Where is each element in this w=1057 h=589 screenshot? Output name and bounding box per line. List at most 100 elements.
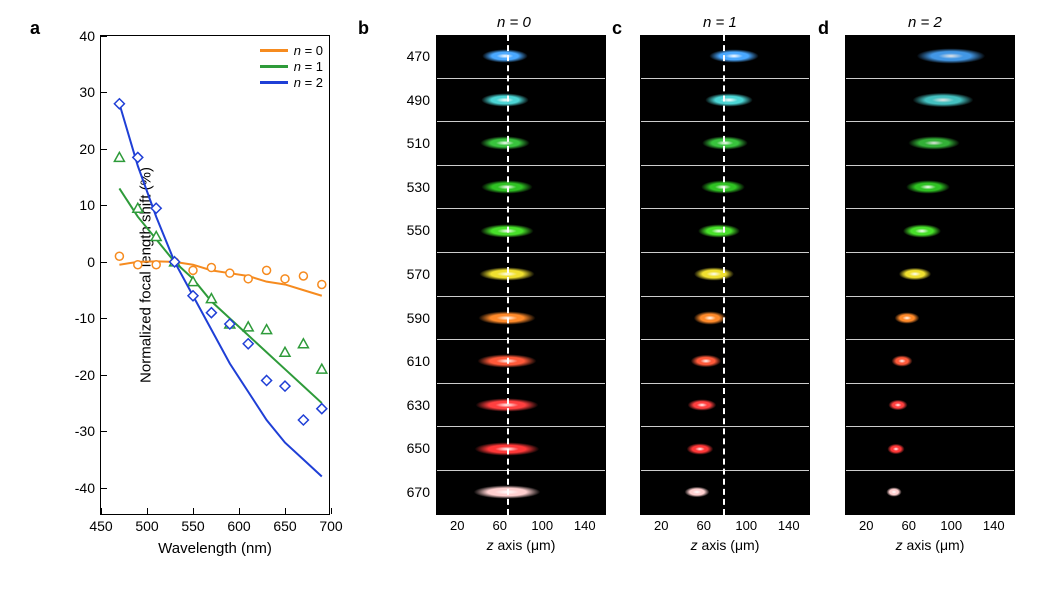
series-marker [133, 203, 143, 212]
ytick: -20 [75, 367, 95, 383]
heatmap-strip [640, 122, 810, 166]
series-marker [243, 339, 253, 349]
heatmap-strip [845, 209, 1015, 253]
focal-spot [697, 224, 741, 238]
series-marker [299, 272, 307, 280]
heatmap-strip [845, 340, 1015, 384]
heatmap-strip [640, 79, 810, 123]
series-marker [207, 264, 215, 272]
wavelength-label: 630 [390, 397, 430, 413]
wavelength-label: 530 [390, 179, 430, 195]
heatmap-strip [436, 340, 606, 384]
series-marker [262, 325, 272, 334]
chart-legend: n = 0n = 1n = 2 [260, 42, 323, 91]
series-line [119, 261, 321, 295]
col-xtick: 20 [450, 518, 464, 533]
focal-spot [701, 136, 749, 150]
focal-spot [898, 268, 932, 281]
heatmap-strip [845, 427, 1015, 471]
heatmap-column-c: 2060100140z axis (μm) [640, 35, 810, 515]
xtick: 650 [273, 518, 296, 534]
chart-a: n = 0n = 1n = 2 -40-30-20-10010203040450… [100, 35, 330, 515]
heatmap-strip [845, 35, 1015, 79]
series-marker [298, 339, 308, 348]
series-marker [188, 291, 198, 301]
series-marker [189, 266, 197, 274]
col-xtick: 60 [697, 518, 711, 533]
heatmap-strip [640, 384, 810, 428]
panel-c-header: n = 1 [703, 14, 737, 31]
heatmap-strip [640, 209, 810, 253]
chart-xlabel: Wavelength (nm) [158, 540, 272, 557]
col-xtick: 60 [493, 518, 507, 533]
panel-b-header: n = 0 [497, 14, 531, 31]
series-marker [134, 261, 142, 269]
ytick: 30 [79, 84, 95, 100]
focal-spot [891, 355, 913, 367]
col-xtick: 100 [940, 518, 962, 533]
legend-row: n = 0 [260, 43, 323, 58]
focal-spot [911, 92, 975, 107]
xtick: 450 [89, 518, 112, 534]
wavelength-label: 550 [390, 222, 430, 238]
heatmap-strip [845, 253, 1015, 297]
panel-d-header: n = 2 [908, 14, 942, 31]
heatmap-strip [845, 79, 1015, 123]
series-line [119, 188, 321, 403]
series-marker [226, 269, 234, 277]
heatmap-strip [436, 166, 606, 210]
wavelength-label: 650 [390, 440, 430, 456]
heatmap-strip [436, 209, 606, 253]
wavelength-label: 510 [390, 135, 430, 151]
wavelength-label: 610 [390, 353, 430, 369]
series-marker [206, 308, 216, 318]
heatmap-strip [436, 253, 606, 297]
col-xlabel: z axis (μm) [691, 537, 760, 553]
focal-spot [902, 224, 942, 238]
heatmap-strip [640, 427, 810, 471]
col-xlabel: z axis (μm) [487, 537, 556, 553]
focal-spot [480, 93, 530, 107]
series-marker [298, 415, 308, 425]
col-xtick: 20 [654, 518, 668, 533]
wavelength-label: 570 [390, 266, 430, 282]
col-xtick: 140 [778, 518, 800, 533]
focal-spot [886, 487, 902, 497]
series-marker [281, 275, 289, 283]
focal-spot [894, 312, 920, 324]
ytick: -40 [75, 480, 95, 496]
panel-b-label: b [358, 18, 369, 39]
wavelength-label: 670 [390, 484, 430, 500]
col-xtick: 140 [574, 518, 596, 533]
series-marker [114, 99, 124, 109]
series-line [119, 104, 321, 477]
series-marker [280, 381, 290, 391]
series-marker [244, 275, 252, 283]
series-marker [152, 261, 160, 269]
panel-a-label: a [30, 18, 40, 39]
ytick: -10 [75, 310, 95, 326]
heatmap-strip [436, 384, 606, 428]
legend-row: n = 2 [260, 75, 323, 90]
col-xtick: 100 [735, 518, 757, 533]
heatmap-column-b: 2060100140z axis (μm) [436, 35, 606, 515]
wavelength-label: 490 [390, 92, 430, 108]
series-marker [317, 364, 327, 373]
series-marker [114, 152, 124, 161]
focal-plane-dash [507, 35, 509, 515]
heatmap-strip [640, 35, 810, 79]
heatmap-strip [436, 122, 606, 166]
heatmap-strip [845, 166, 1015, 210]
heatmap-strip [640, 166, 810, 210]
focal-spot [686, 443, 714, 455]
panel-d-label: d [818, 18, 829, 39]
xtick: 700 [319, 518, 342, 534]
heatmap-strip [436, 79, 606, 123]
heatmap-strip [640, 340, 810, 384]
heatmap-column-d: 2060100140z axis (μm) [845, 35, 1015, 515]
figure: a b c d n = 0 n = 1 n = 2 Normalized foc… [0, 0, 1057, 589]
focal-spot [687, 399, 717, 411]
focal-spot [905, 180, 951, 194]
series-marker [262, 375, 272, 385]
col-xtick: 100 [531, 518, 553, 533]
